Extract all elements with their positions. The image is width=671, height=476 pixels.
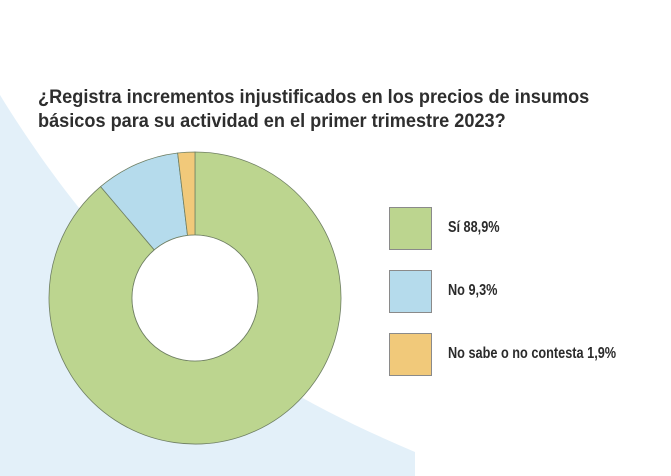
legend-label-si: Sí 88,9% — [448, 219, 500, 236]
donut-hole — [131, 234, 259, 362]
donut-chart — [48, 151, 342, 445]
chart-title-line-1: ¿Registra incrementos injustificados en … — [38, 86, 590, 108]
chart-title: ¿Registra incrementos injustificados en … — [38, 85, 596, 133]
legend-item-no: No 9,3% — [389, 270, 669, 316]
legend-label-no: No 9,3% — [448, 282, 498, 299]
legend-swatch-no — [389, 270, 432, 313]
legend-swatch-si — [389, 207, 432, 250]
legend-item-si: Sí 88,9% — [389, 207, 669, 253]
legend-item-nsnc: No sabe o no contesta 1,9% — [389, 333, 669, 379]
legend-label-nsnc: No sabe o no contesta 1,9% — [448, 345, 617, 362]
chart-title-line-2: básicos para su actividad en el primer t… — [38, 110, 506, 132]
legend-swatch-nsnc — [389, 333, 432, 376]
